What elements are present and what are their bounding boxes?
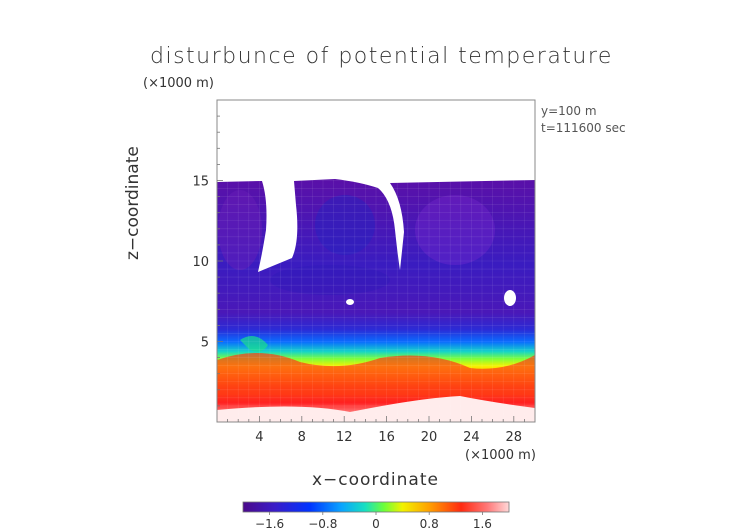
x-tick-label: 28 [506,430,523,445]
colorbar-tick-label: 0 [372,517,380,531]
x-tick-label: 4 [255,430,263,445]
x-tick-label: 24 [463,430,480,445]
x-axis: 4 8 12 16 20 24 28 [227,416,525,445]
z-axis: 5 10 15 [192,115,223,407]
surface-bump [217,396,535,422]
eddy-4 [270,265,390,295]
hole-2 [504,290,516,306]
x-tick-label: 20 [421,430,438,445]
z-tick-label: 15 [192,175,209,190]
x-axis-title: x−coordinate [312,470,439,490]
y-position-label: y=100 m [541,104,597,118]
x-tick-label: 16 [378,430,395,445]
colorbar [242,501,510,513]
colorbar-tick-label: −0.8 [308,517,337,531]
z-unit-label: (×1000 m) [143,76,214,91]
eddy-1 [218,190,262,270]
z-axis-title: z−coordinate [123,146,144,260]
green-tongue [240,336,268,352]
colorbar-tick-label: 1.6 [473,517,492,531]
colorbar-tick-label: 0.8 [420,517,439,531]
eddy-2 [315,195,375,255]
x-tick-label: 8 [298,430,306,445]
z-tick-label: 5 [201,336,209,351]
colorbar-ticks: −1.6 −0.8 0 0.8 1.6 [255,512,492,531]
field-layer [217,179,535,422]
time-label: t=111600 sec [541,121,626,135]
colorbar-tick-label: −1.6 [255,517,284,531]
eddy-3 [415,195,495,265]
x-tick-label: 12 [336,430,353,445]
chart-title: disturbunce of potential temperature [150,44,613,69]
warm-wave [217,352,535,395]
hole-1 [346,299,354,305]
x-unit-label: (×1000 m) [465,448,536,463]
grid [217,107,535,422]
z-tick-label: 10 [192,255,209,270]
